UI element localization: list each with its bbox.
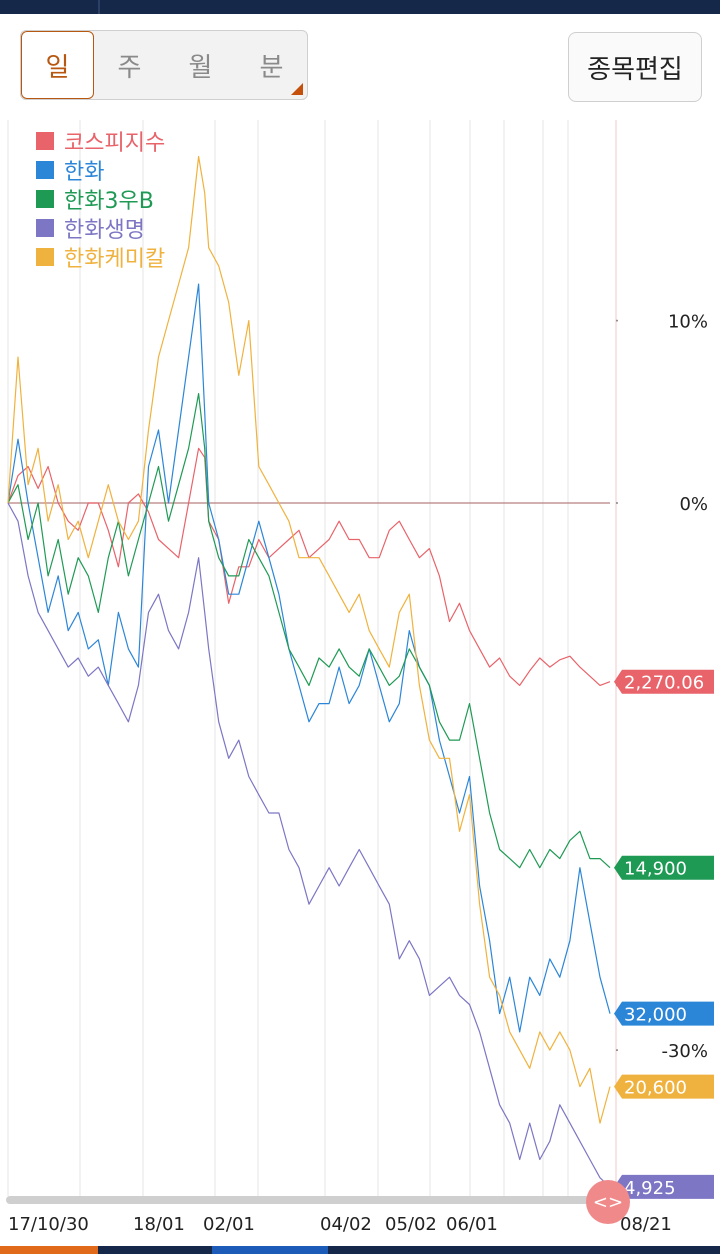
series-line-2	[7, 393, 611, 869]
last-value-tag-bg	[614, 1001, 714, 1026]
legend-label: 코스피지수	[64, 130, 166, 156]
chart-scrollbar-track[interactable]	[6, 1196, 610, 1204]
last-value-label: 2,270.06	[624, 673, 704, 694]
legend-item: 코스피지수	[36, 126, 166, 156]
y-tick-mark	[616, 319, 618, 322]
last-value-tag-bg	[614, 1074, 714, 1099]
x-tick-label: 05/02	[385, 1214, 437, 1235]
legend-item: 한화	[36, 155, 165, 185]
legend-label: 한화	[64, 159, 105, 185]
y-tick-mark	[616, 1049, 618, 1052]
last-value-label: 32,000	[624, 1005, 687, 1026]
legend-item: 한화생명	[36, 213, 165, 243]
bottom-nav-bar	[0, 1246, 720, 1254]
y-tick-label: 0%	[679, 494, 708, 515]
last-value-tag-bg	[614, 855, 714, 880]
last-value-label: 20,600	[624, 1078, 687, 1099]
series-line-1	[7, 283, 611, 1033]
tab-daily[interactable]: 일	[21, 31, 94, 99]
last-value-tag: 2,270.06	[614, 669, 714, 694]
period-tab-group: 일 주 월 분	[20, 30, 308, 100]
last-value-label: 4,925	[624, 1178, 676, 1199]
x-tick-label: 18/01	[133, 1214, 185, 1235]
x-tick-label: 08/21	[620, 1214, 672, 1235]
tab-monthly[interactable]: 월	[188, 52, 213, 83]
last-value-label: 14,900	[624, 859, 687, 880]
legend-swatch	[36, 218, 54, 237]
x-tick-label: 06/01	[446, 1214, 498, 1235]
y-tick-label: -30%	[661, 1041, 708, 1062]
tab-weekly[interactable]: 주	[117, 52, 142, 83]
last-value-tag-bg	[614, 1174, 714, 1199]
last-value-tag: 4,925	[614, 1174, 714, 1199]
top-app-bar	[0, 0, 720, 14]
legend-swatch	[36, 189, 54, 208]
tab-minute-label: 분	[259, 52, 284, 83]
last-value-tag: 32,000	[614, 1001, 714, 1026]
legend-label: 한화3우B	[64, 188, 154, 214]
legend-swatch	[36, 131, 54, 150]
series-line-0	[7, 447, 611, 686]
last-value-tag-bg	[614, 669, 714, 694]
x-tick-label: 02/01	[203, 1214, 255, 1235]
last-value-tag: 20,600	[614, 1074, 714, 1099]
bottom-accent-blue	[212, 1246, 328, 1254]
series-line-3	[7, 502, 611, 1188]
legend-label: 한화생명	[64, 217, 145, 243]
legend-item: 한화케미칼	[36, 242, 166, 272]
legend-swatch	[36, 247, 54, 266]
edit-stocks-button[interactable]: 종목편집	[568, 32, 702, 102]
dropdown-corner-icon	[291, 83, 303, 95]
last-value-tag: 14,900	[614, 855, 714, 880]
legend-label: 한화케미칼	[64, 246, 166, 272]
tab-minute[interactable]: 분	[236, 31, 307, 99]
bottom-accent-orange	[0, 1246, 98, 1254]
x-tick-label: 04/02	[320, 1214, 372, 1235]
top-bar-divider	[98, 0, 100, 14]
series-line-4	[7, 155, 611, 1124]
x-tick-label: 17/10/30	[8, 1214, 89, 1235]
y-tick-mark	[616, 501, 618, 504]
legend-item: 한화3우B	[36, 184, 165, 214]
scroll-handle[interactable]: <>	[586, 1180, 630, 1224]
legend-swatch	[36, 160, 54, 179]
y-tick-label: 10%	[668, 312, 708, 333]
code-arrows-icon: <>	[592, 1191, 624, 1213]
